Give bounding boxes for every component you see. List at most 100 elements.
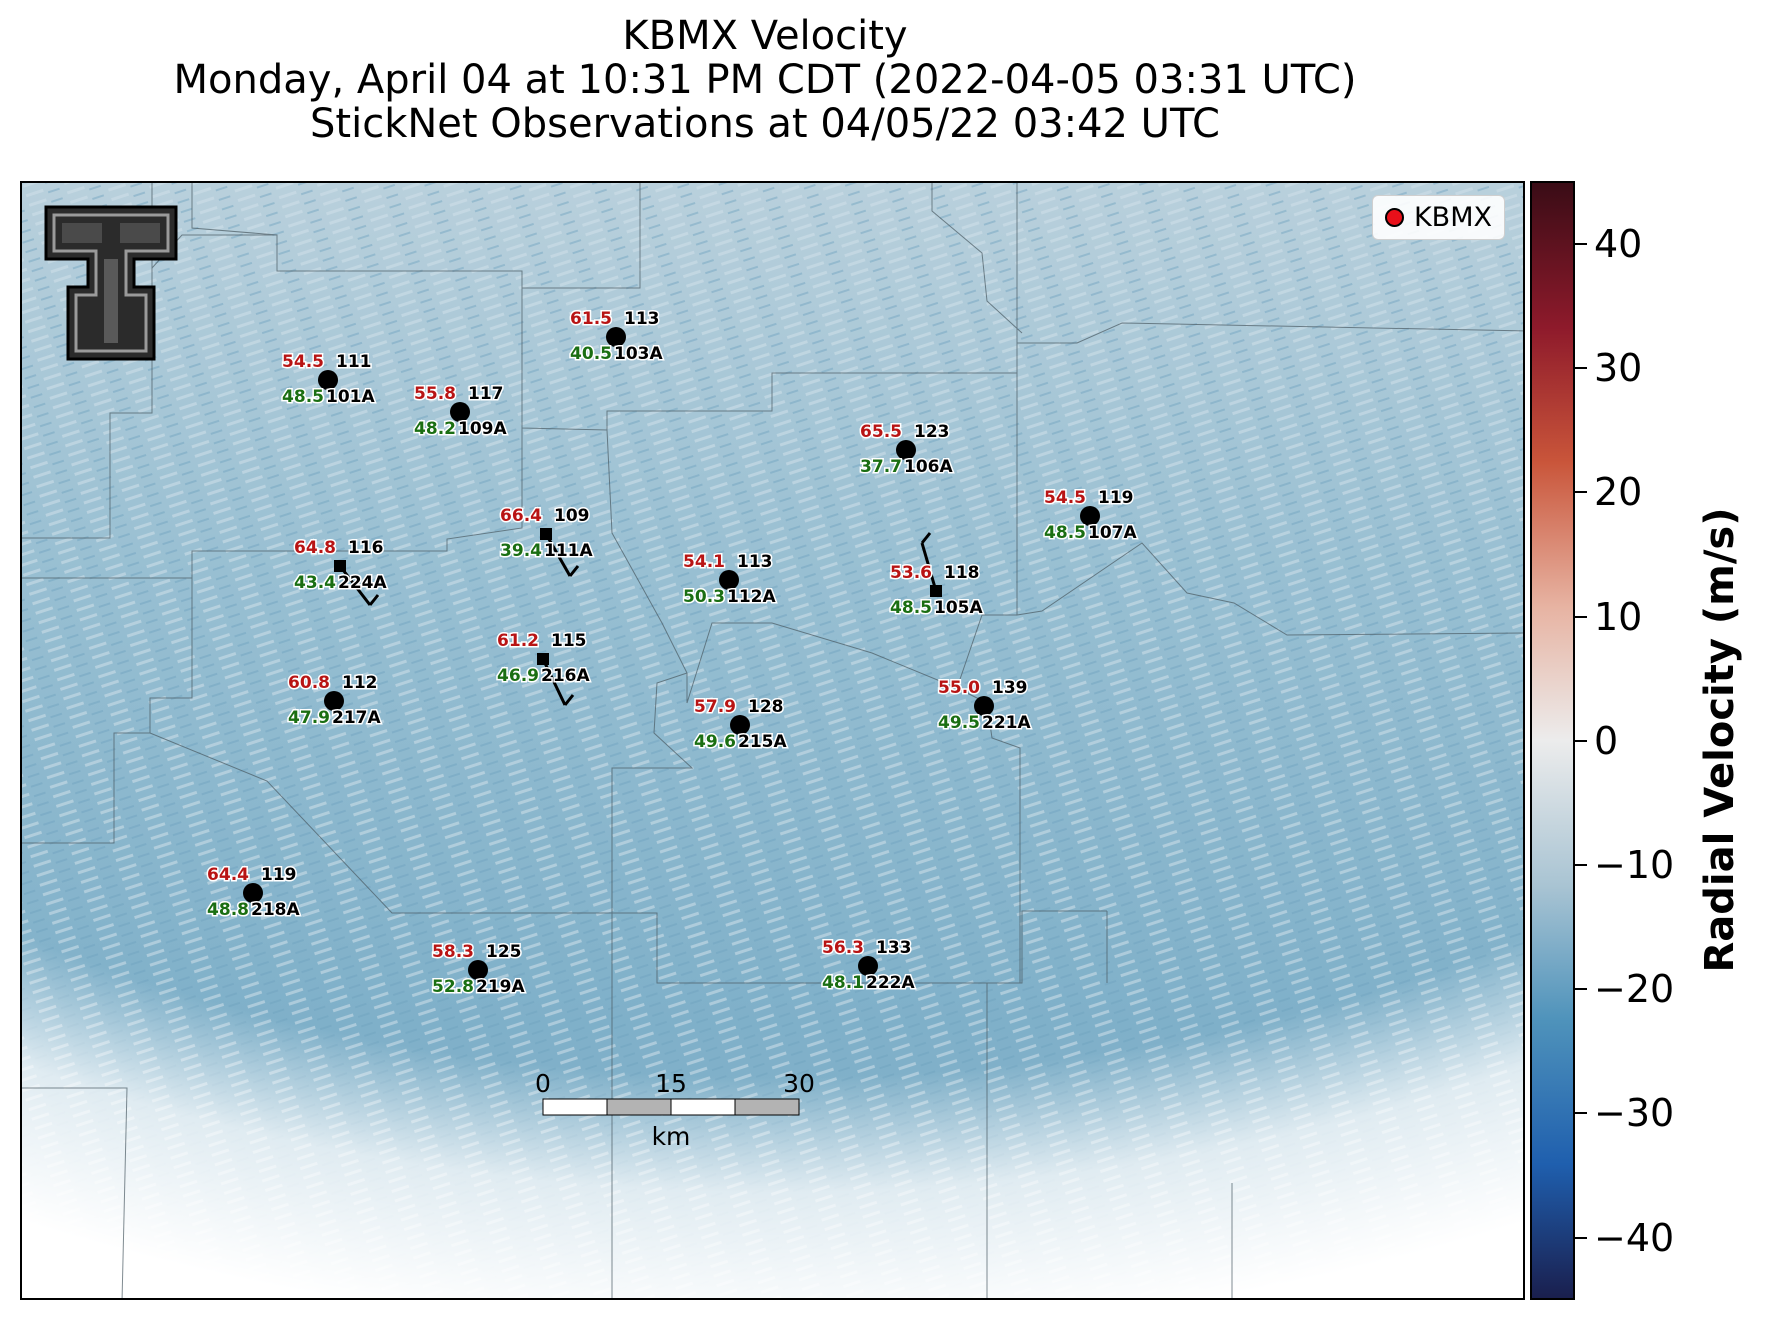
station-name: 219A [476,977,525,997]
station-red-value: 55.0 [938,678,980,698]
station-red-value: 65.5 [860,422,902,442]
station-green-value: 48.1 [822,973,864,993]
station-red-value: 53.6 [890,563,932,583]
station-id: 113 [737,552,773,572]
station-red-value: 56.3 [822,938,864,958]
station-green-value: 47.9 [288,708,330,728]
station-id: 116 [348,538,384,558]
station-marker-circle-icon [450,402,470,422]
station-111A: 66.4 109 39.4 111A [499,505,595,577]
scale-segment-2 [606,1098,672,1116]
station-name: 105A [934,598,983,618]
colorbar-label-minus-40: −40 [1594,1216,1675,1260]
station-name: 217A [332,708,381,728]
station-id: 112 [342,673,378,693]
colorbar-tick-10 [1575,616,1587,618]
station-222A: 56.3 133 48.1 222A [821,937,917,995]
colorbar-tick-0 [1575,740,1587,742]
station-name: 216A [541,666,590,686]
colorbar-tick-minus-40 [1575,1237,1587,1239]
station-id: 109 [554,506,590,526]
scale-tick-0: 0 [535,1069,551,1098]
station-name: 106A [904,457,953,477]
station-marker-circle-icon [243,883,263,903]
colorbar-tick-minus-10 [1575,864,1587,866]
station-id: 133 [876,938,912,958]
station-219A: 58.3 125 52.8 219A [431,941,527,999]
station-id: 123 [914,422,950,442]
colorbar-tick-minus-20 [1575,988,1587,990]
station-red-value: 57.9 [694,697,736,717]
station-green-value: 49.5 [938,713,980,733]
station-marker-circle-icon [858,956,878,976]
station-green-value: 48.2 [414,419,456,439]
colorbar-label-30: 30 [1594,346,1643,390]
station-marker-circle-icon [719,570,739,590]
station-217A: 60.8 112 47.9 217A [287,672,383,730]
colorbar-tick-minus-30 [1575,1112,1587,1114]
station-marker-square-icon [930,585,942,597]
station-green-value: 48.5 [890,598,932,618]
station-218A: 64.4 119 48.8 218A [206,864,302,922]
station-name: 107A [1088,523,1137,543]
texas-tech-logo [44,205,178,361]
title-line-1: KBMX Velocity [622,13,908,59]
colorbar-label-minus-30: −30 [1594,1091,1675,1135]
station-name: 109A [458,419,507,439]
station-221A: 55.0 139 49.5 221A [937,677,1033,735]
station-red-value: 64.4 [207,865,249,885]
station-107A: 54.5 119 48.5 107A [1043,487,1139,545]
map-scale-bar: 0 15 30 km [535,1069,815,1151]
station-id: 125 [486,942,522,962]
station-marker-square-icon [334,560,346,572]
station-red-value: 66.4 [500,506,542,526]
station-red-value: 61.5 [570,309,612,329]
scale-tick-30: 30 [783,1069,815,1098]
station-green-value: 48.5 [1044,523,1086,543]
title-line-2: Monday, April 04 at 10:31 PM CDT (2022-0… [173,57,1357,103]
station-105A: 53.6 118 48.5 105A [889,532,985,620]
colorbar-label-20: 20 [1594,470,1643,514]
station-marker-circle-icon [974,696,994,716]
colorbar-title: Radial Velocity (m/s) [1697,507,1743,973]
kbmx-radar-marker-icon [1384,208,1404,227]
wind-barb-flag-icon [920,532,932,544]
station-marker-square-icon [540,528,552,540]
radar-map: 61.5 113 40.5 103A 54.5 111 48.5 101A 55.8 117 48.… [20,181,1525,1300]
legend-label: KBMX [1413,202,1492,233]
station-marker-circle-icon [896,440,916,460]
colorbar-label-0: 0 [1594,719,1619,763]
station-green-value: 48.5 [282,387,324,407]
station-215A: 57.9 128 49.6 215A [693,696,789,754]
station-marker-circle-icon [468,960,488,980]
station-red-value: 55.8 [414,384,456,404]
wind-barb-icon [544,533,572,577]
station-green-value: 48.8 [207,900,249,920]
station-name: 215A [738,732,787,752]
title-line-3: StickNet Observations at 04/05/22 03:42 … [310,101,1220,147]
station-id: 119 [261,865,297,885]
station-red-value: 54.1 [683,552,725,572]
colorbar-tick-30 [1575,367,1587,369]
station-marker-circle-icon [606,327,626,347]
velocity-colorbar [1530,181,1575,1300]
station-green-value: 52.8 [432,977,474,997]
scale-tick-15: 15 [655,1069,687,1098]
station-id: 115 [551,631,587,651]
station-marker-circle-icon [318,370,338,390]
station-red-value: 54.5 [282,352,324,372]
station-marker-square-icon [537,653,549,665]
figure-title: KBMX Velocity Monday, April 04 at 10:31 … [20,14,1510,146]
station-103A: 61.5 113 40.5 103A [569,308,665,366]
station-name: 101A [326,387,375,407]
station-106A: 65.5 123 37.7 106A [859,421,955,479]
station-101A: 54.5 111 48.5 101A [281,351,377,409]
station-name: 224A [338,573,387,593]
station-name: 103A [614,344,663,364]
station-green-value: 39.4 [500,541,542,561]
station-112A: 54.1 113 50.3 112A [682,551,778,609]
station-marker-circle-icon [1080,506,1100,526]
wind-barb-flag-icon [368,594,380,606]
station-id: 118 [944,563,980,583]
